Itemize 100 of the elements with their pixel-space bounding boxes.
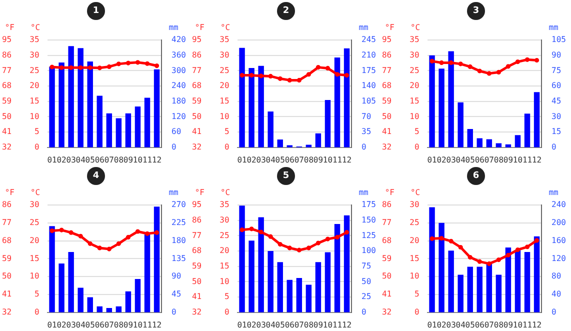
- bar: [125, 113, 132, 148]
- y3-tick-label: 77: [2, 66, 12, 75]
- bar: [458, 102, 464, 148]
- x-tick-label: 09: [123, 320, 134, 330]
- bar: [344, 215, 350, 312]
- bar: [448, 51, 454, 148]
- point: [240, 228, 244, 232]
- point: [287, 246, 292, 250]
- x-tick-label: 09: [313, 155, 324, 164]
- x-tick-label: 12: [342, 320, 352, 330]
- bar: [467, 128, 473, 148]
- point: [325, 236, 330, 242]
- y2-tick-label: 125: [362, 230, 376, 240]
- point: [97, 246, 102, 250]
- x-tick-label: 06: [94, 155, 105, 164]
- y3-tick-label: 68: [192, 81, 202, 90]
- x-tick-label: 09: [503, 155, 514, 164]
- bar: [514, 135, 521, 148]
- y-tick-label: 5: [34, 290, 40, 299]
- y3-tick-label: 59: [2, 96, 12, 106]
- y2-tick-label: 45: [172, 290, 182, 299]
- point: [106, 246, 112, 252]
- y2-tick-label: 175: [362, 66, 376, 75]
- x-tick-label: 01: [47, 320, 58, 330]
- x-tick-label: 01: [237, 320, 248, 330]
- y-tick-label: 25: [410, 218, 420, 227]
- x-tick-label: 11: [522, 320, 532, 330]
- x-tick-label: 11: [142, 155, 152, 164]
- point: [88, 241, 92, 246]
- y3-axis-title: °F: [384, 23, 395, 32]
- bar: [248, 240, 254, 312]
- bar: [134, 278, 141, 312]
- y2-tick-label: 90: [172, 272, 182, 281]
- point: [458, 244, 463, 250]
- bar: [534, 236, 540, 312]
- point: [506, 252, 511, 258]
- y3-tick-label: 41: [2, 290, 12, 299]
- y3-tick-label: 77: [192, 66, 202, 75]
- point: [268, 234, 273, 239]
- y2-tick-label: 30: [552, 112, 562, 121]
- y2-tick-label: 60: [552, 81, 562, 90]
- bar: [438, 68, 444, 148]
- y-tick-label: 15: [30, 254, 40, 263]
- x-tick-label: 05: [465, 155, 476, 164]
- point: [278, 242, 282, 247]
- y2-tick-label: 175: [362, 200, 376, 210]
- y-tick-label: 25: [30, 218, 40, 227]
- x-tick-label: 02: [246, 155, 257, 164]
- y2-tick-label: 120: [172, 112, 186, 121]
- y-tick-label: 10: [410, 112, 420, 121]
- bar: [106, 113, 112, 148]
- bar: [258, 217, 264, 312]
- point: [296, 248, 302, 252]
- x-tick-label: 01: [427, 155, 438, 164]
- bar: [467, 266, 473, 312]
- y-axis-title: °C: [220, 23, 230, 32]
- point: [278, 76, 282, 81]
- bar: [277, 140, 283, 148]
- x-tick-label: 11: [142, 320, 152, 330]
- point: [448, 238, 454, 244]
- x-tick-label: 04: [76, 155, 86, 164]
- x-tick-label: 10: [322, 155, 333, 164]
- point: [477, 68, 482, 74]
- x-tick-label: 08: [494, 155, 504, 164]
- point: [258, 230, 264, 234]
- y3-tick-label: 95: [382, 35, 392, 44]
- bar: [268, 251, 274, 312]
- bar: [68, 46, 74, 148]
- y2-tick-label: 0: [362, 307, 367, 316]
- y3-tick-label: 32: [192, 142, 202, 152]
- bar: [258, 66, 264, 148]
- y2-tick-label: 225: [172, 218, 186, 227]
- x-tick-label: 06: [474, 320, 485, 330]
- point: [524, 244, 530, 250]
- bar: [458, 274, 464, 312]
- point: [240, 72, 244, 78]
- y2-tick-label: 150: [362, 215, 376, 224]
- y2-tick-label: 100: [362, 246, 376, 256]
- point: [477, 259, 482, 264]
- chart-title: 2: [277, 2, 295, 20]
- x-tick-label: 05: [275, 155, 286, 164]
- y3-tick-label: 59: [2, 254, 12, 263]
- y-axis-title: °C: [410, 23, 420, 32]
- point: [534, 238, 540, 243]
- bar: [78, 288, 84, 312]
- bar: [476, 266, 483, 312]
- y-tick-label: 0: [34, 142, 40, 152]
- y3-tick-label: 59: [382, 96, 392, 106]
- bar: [154, 69, 160, 148]
- y2-tick-label: 80: [552, 272, 562, 281]
- x-tick-label: 01: [427, 320, 438, 330]
- y2-tick-label: 245: [362, 35, 376, 44]
- y2-tick-label: 135: [172, 254, 186, 263]
- x-tick-label: 08: [494, 320, 504, 330]
- y2-tick-label: 0: [552, 307, 557, 316]
- point: [468, 64, 472, 69]
- y-axis-title: °C: [220, 188, 230, 198]
- y2-tick-label: 300: [172, 66, 186, 75]
- bar: [116, 118, 122, 148]
- y3-tick-label: 77: [2, 218, 12, 227]
